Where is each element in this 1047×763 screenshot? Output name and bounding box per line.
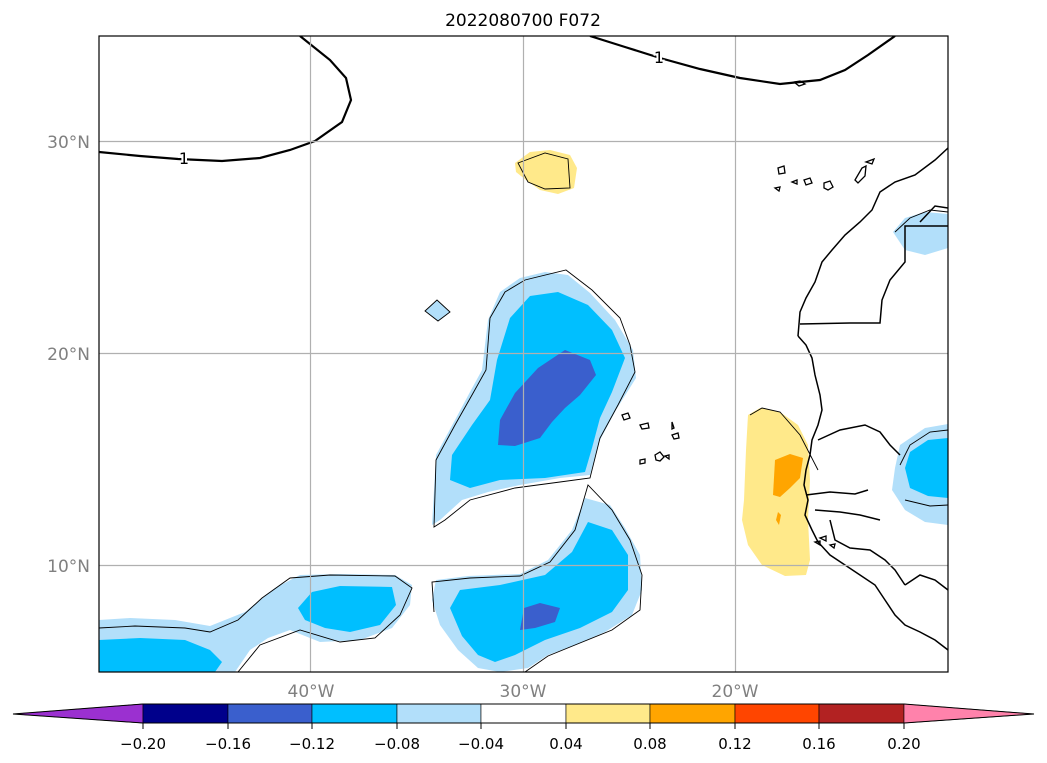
anomaly-contour-lines xyxy=(99,152,948,672)
colorbar-segment xyxy=(311,703,398,724)
colorbar-segment xyxy=(818,703,905,724)
colorbar: −0.20 −0.16 −0.12 −0.08 −0.04 0.04 0.08 … xyxy=(12,703,1035,753)
lon-label: 40°W xyxy=(288,682,335,702)
colorbar-segment xyxy=(227,703,313,724)
colorbar-tick-label: −0.20 xyxy=(120,735,166,753)
map-plot-area: 1 1 xyxy=(99,36,948,672)
map-title: 2022080700 F072 xyxy=(445,11,601,31)
colorbar-tick-label: −0.16 xyxy=(205,735,251,753)
colorbar-segment xyxy=(734,703,820,724)
lat-label: 30°N xyxy=(47,133,90,153)
contour-label: 1 xyxy=(179,149,189,168)
colorbar-extend-low xyxy=(12,703,144,724)
colorbar-segment xyxy=(565,703,651,724)
colorbar-tick-label: 0.16 xyxy=(802,735,835,753)
lon-label: 30°W xyxy=(500,682,547,702)
geopotential-contours xyxy=(99,36,896,163)
colorbar-tick-label: 0.08 xyxy=(633,735,666,753)
gridlines xyxy=(99,36,948,672)
lon-label: 20°W xyxy=(712,682,759,702)
coastline xyxy=(797,147,948,651)
colorbar-tick-label: 0.20 xyxy=(887,735,920,753)
colorbar-tick-label: 0.12 xyxy=(718,735,751,753)
colorbar-tick-label: −0.08 xyxy=(374,735,420,753)
shaded-anomaly-regions xyxy=(99,150,948,672)
colorbar-segment xyxy=(649,703,736,724)
contour-label: 1 xyxy=(654,48,664,67)
islands xyxy=(621,80,876,550)
colorbar-segment xyxy=(396,703,482,724)
lat-label: 10°N xyxy=(47,557,90,577)
lat-label: 20°N xyxy=(47,345,90,365)
colorbar-extend-high xyxy=(903,703,1035,724)
map-frame xyxy=(98,35,949,673)
colorbar-tick-label: −0.12 xyxy=(289,735,335,753)
colorbar-segment xyxy=(142,703,229,724)
colorbar-tick-label: 0.04 xyxy=(549,735,582,753)
colorbar-segment xyxy=(480,703,567,724)
colorbar-tick-label: −0.04 xyxy=(458,735,504,753)
